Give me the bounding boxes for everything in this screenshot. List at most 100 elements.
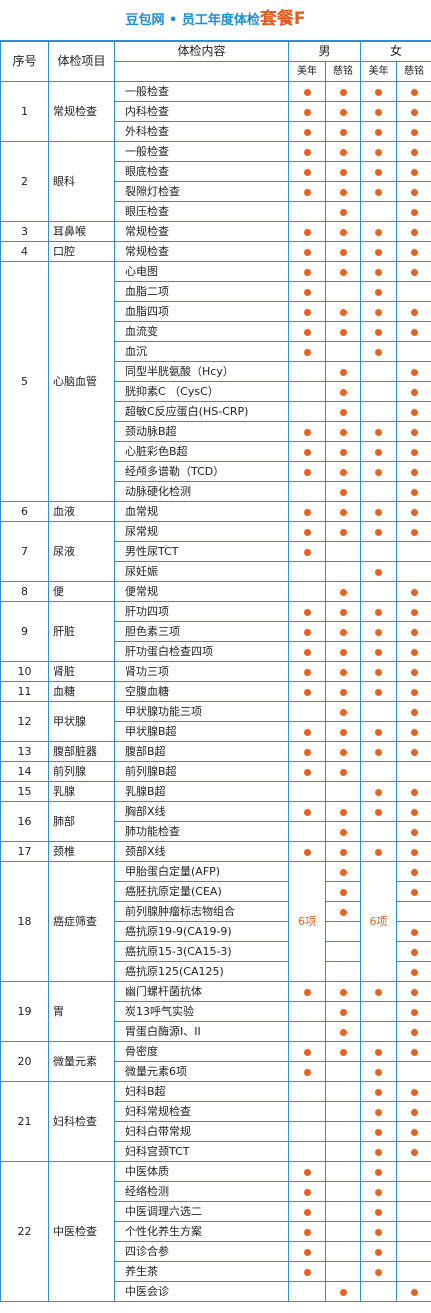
mark-cell [396, 241, 431, 262]
row-project: 胃 [48, 981, 115, 1042]
included-dot-icon [303, 188, 311, 196]
included-dot-icon [375, 1108, 383, 1116]
row-content: 癌抗原19-9(CA19-9) [114, 921, 289, 942]
mark-cell [396, 1241, 431, 1262]
included-dot-icon [339, 88, 347, 96]
col-header-female: 女 [360, 41, 431, 62]
mark-cell [396, 1261, 431, 1282]
count-cell: 6项 [288, 861, 326, 982]
included-dot-icon [375, 528, 383, 536]
included-dot-icon [303, 1168, 311, 1176]
included-dot-icon [375, 348, 383, 356]
mark-cell [324, 101, 362, 122]
row-content: 中医会诊 [114, 1281, 289, 1302]
included-dot-icon [375, 568, 383, 576]
included-dot-icon [375, 168, 383, 176]
included-dot-icon [410, 188, 418, 196]
mark-cell [396, 121, 431, 142]
included-dot-icon [410, 388, 418, 396]
mark-cell [288, 341, 326, 362]
mark-cell [360, 421, 398, 442]
table-row: 11 血糖 空腹血糖 [0, 681, 431, 702]
included-dot-icon [410, 1028, 418, 1036]
included-dot-icon [339, 208, 347, 216]
mark-cell [360, 641, 398, 662]
row-content: 四诊合参 [114, 1241, 289, 1262]
included-dot-icon [410, 228, 418, 236]
included-dot-icon [410, 448, 418, 456]
mark-cell [324, 861, 362, 882]
row-seq: 19 [0, 981, 49, 1042]
mark-cell [288, 1001, 326, 1022]
row-content: 常规检查 [114, 241, 289, 262]
mark-cell [324, 1141, 362, 1162]
row-content: 微量元素6项 [114, 1061, 289, 1082]
included-dot-icon [375, 428, 383, 436]
row-project: 肾脏 [48, 661, 115, 682]
mark-cell [324, 581, 362, 602]
mark-cell [288, 1181, 326, 1202]
table-row: 癌抗原19-9(CA19-9) [1, 921, 431, 942]
mark-cell [324, 681, 362, 702]
included-dot-icon [375, 788, 383, 796]
included-dot-icon [375, 728, 383, 736]
included-dot-icon [339, 448, 347, 456]
mark-cell [396, 821, 431, 842]
mark-cell [288, 1021, 326, 1042]
mark-cell [288, 161, 326, 182]
mark-cell [396, 501, 431, 522]
included-dot-icon [375, 668, 383, 676]
included-dot-icon [303, 628, 311, 636]
included-dot-icon [303, 1068, 311, 1076]
mark-cell [396, 141, 431, 162]
mark-cell [288, 701, 326, 722]
row-content: 腹部B超 [114, 741, 289, 762]
mark-cell [288, 621, 326, 642]
row-seq: 21 [0, 1081, 49, 1162]
row-project: 口腔 [48, 241, 115, 262]
mark-cell [396, 781, 431, 802]
mark-cell [324, 741, 362, 762]
included-dot-icon [375, 988, 383, 996]
included-dot-icon [410, 328, 418, 336]
mark-cell [288, 801, 326, 822]
mark-cell [396, 641, 431, 662]
mark-cell [396, 1021, 431, 1042]
row-content: 胆色素三项 [114, 621, 289, 642]
row-content: 中医体质 [114, 1161, 289, 1182]
mark-cell [288, 981, 326, 1002]
table-row: 外科检查 [1, 121, 431, 142]
table-row: 癌抗原125(CA125) [1, 961, 431, 982]
mark-cell [324, 161, 362, 182]
mark-cell [360, 721, 398, 742]
mark-cell [360, 1041, 398, 1062]
table-row: 21 妇科检查 妇科B超 [0, 1081, 431, 1162]
row-seq: 11 [0, 681, 49, 702]
mark-cell [360, 1281, 398, 1302]
included-dot-icon [303, 508, 311, 516]
table-row: 肺功能检查 [1, 821, 431, 842]
mark-cell [324, 1261, 362, 1282]
mark-cell [324, 1181, 362, 1202]
mark-cell [324, 1121, 362, 1142]
table-row: 18 癌症筛查 甲胎蛋白定量(AFP) 6项 6项 [0, 861, 431, 982]
included-dot-icon [303, 1188, 311, 1196]
row-seq: 6 [0, 501, 49, 522]
included-dot-icon [410, 428, 418, 436]
included-dot-icon [375, 148, 383, 156]
mark-cell [396, 841, 431, 862]
mark-cell [360, 381, 398, 402]
mark-cell [324, 461, 362, 482]
row-content: 肺功能检查 [114, 821, 289, 842]
table-row: 个性化养生方案 [1, 1221, 431, 1242]
row-seq: 16 [0, 801, 49, 842]
mark-cell [360, 401, 398, 422]
included-dot-icon [410, 628, 418, 636]
mark-cell [360, 1101, 398, 1122]
mark-cell [396, 161, 431, 182]
mark-cell [396, 1181, 431, 1202]
row-project: 腹部脏器 [48, 741, 115, 762]
included-dot-icon [410, 88, 418, 96]
mark-cell [288, 821, 326, 842]
mark-cell [396, 741, 431, 762]
